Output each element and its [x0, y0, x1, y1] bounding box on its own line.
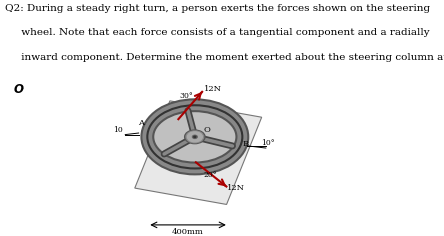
Circle shape	[144, 103, 246, 171]
Text: 30°: 30°	[179, 93, 193, 101]
Text: O: O	[203, 126, 210, 134]
Text: 20°: 20°	[203, 172, 217, 180]
Circle shape	[186, 131, 204, 143]
Text: 10°: 10°	[261, 139, 275, 147]
Polygon shape	[135, 101, 262, 204]
Text: inward component. Determine the moment exerted about the steering column at: inward component. Determine the moment e…	[5, 53, 444, 62]
Circle shape	[194, 136, 196, 138]
Text: 400mm: 400mm	[172, 228, 204, 236]
Text: 10: 10	[113, 126, 123, 134]
Circle shape	[187, 132, 202, 142]
Text: A: A	[139, 119, 144, 127]
Text: 12N: 12N	[204, 85, 222, 93]
Circle shape	[192, 135, 197, 139]
Text: Q2: During a steady right turn, a person exerts the forces shown on the steering: Q2: During a steady right turn, a person…	[5, 4, 430, 13]
Circle shape	[153, 109, 237, 165]
Text: $\boldsymbol{O}$: $\boldsymbol{O}$	[13, 83, 25, 96]
Text: 12N: 12N	[227, 184, 245, 192]
Circle shape	[185, 130, 205, 144]
Text: B: B	[242, 140, 249, 148]
Text: wheel. Note that each force consists of a tangential component and a radially: wheel. Note that each force consists of …	[5, 29, 429, 38]
Text: .: .	[20, 81, 23, 91]
